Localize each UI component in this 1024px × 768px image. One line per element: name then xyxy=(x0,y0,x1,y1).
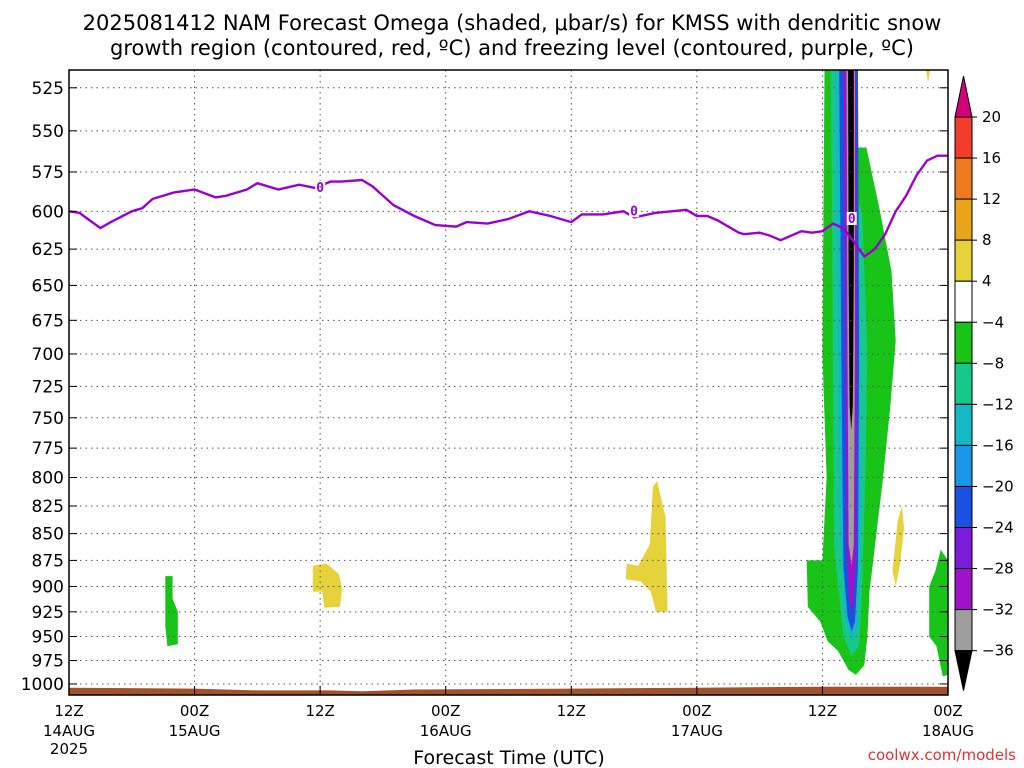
x-axis-title: Forecast Time (UTC) xyxy=(413,747,604,768)
x-tick-label: 00Z xyxy=(682,702,711,720)
y-tick-label: 1000 xyxy=(21,675,64,695)
colorbar-segment xyxy=(954,403,973,446)
chart-title-line-2: growth region (contoured, red, ºC) and f… xyxy=(110,36,914,60)
x-tick-year: 2025 xyxy=(50,740,88,758)
x-tick-date: 16AUG xyxy=(420,722,472,740)
freezing-level-line xyxy=(68,154,948,259)
x-tick-label: 00Z xyxy=(431,702,460,720)
omega-region-16aug xyxy=(312,563,343,608)
colorbar-segment xyxy=(954,157,973,200)
colorbar-segment xyxy=(954,116,973,159)
x-tick-date: 14AUG xyxy=(43,722,95,740)
y-tick-label: 625 xyxy=(32,240,64,260)
omega-column-black xyxy=(848,70,854,430)
terrain xyxy=(69,686,948,695)
gridlines xyxy=(69,70,948,695)
colorbar-label: −4 xyxy=(982,313,1004,331)
y-tick-label: 825 xyxy=(32,497,64,517)
y-tick-label: 650 xyxy=(32,276,64,296)
chart-title-line-1: 2025081412 NAM Forecast Omega (shaded, μ… xyxy=(83,11,942,35)
colorbar-segment xyxy=(954,568,973,611)
y-tick-label: 975 xyxy=(32,652,64,672)
freezing-level-label: 0 xyxy=(316,181,324,196)
y-tick-label: 850 xyxy=(32,525,64,545)
plot-frame xyxy=(68,69,949,696)
colorbar-label: −20 xyxy=(982,477,1014,495)
colorbar-label: −24 xyxy=(982,519,1014,537)
credit-text[interactable]: coolwx.com/models xyxy=(868,746,1016,764)
colorbar-segment xyxy=(954,321,973,364)
freezing-level-label-bg xyxy=(629,204,640,218)
freezing-level-label: 0 xyxy=(630,204,638,219)
colorbar-bottom-arrow xyxy=(954,650,973,691)
colorbar-segment xyxy=(954,527,973,570)
y-tick-label: 775 xyxy=(32,439,64,459)
colorbar-label: −36 xyxy=(982,642,1014,660)
y-axis: 525 550 575 600 625 650 675 700 725 750 775 800 825 8… xyxy=(21,79,948,695)
x-tick-date: 17AUG xyxy=(671,722,723,740)
colorbar-label: 16 xyxy=(982,149,1001,167)
y-tick-label: 750 xyxy=(32,409,64,429)
x-tick-date: 15AUG xyxy=(169,722,221,740)
colorbar-segment xyxy=(954,198,973,241)
omega-region-top-right xyxy=(926,70,931,83)
colorbar-segment xyxy=(954,609,973,652)
omega-region-15aug xyxy=(165,576,178,647)
y-tick-label: 900 xyxy=(32,577,64,597)
colorbar-label: 12 xyxy=(982,190,1001,208)
y-tick-label: 575 xyxy=(32,163,64,183)
y-tick-label: 800 xyxy=(32,469,64,489)
colorbar-segment xyxy=(954,485,973,529)
x-tick-label: 12Z xyxy=(305,702,334,720)
colorbar-label: −32 xyxy=(982,601,1014,619)
colorbar-label: −28 xyxy=(982,560,1014,578)
x-tick-date: 18AUG xyxy=(922,722,974,740)
colorbar: 20 16 12 8 4 −4 −8 −12 −16 −20 −24 −28 −32 −36 xyxy=(954,75,1014,691)
y-tick-label: 925 xyxy=(32,603,64,623)
x-tick-label: 00Z xyxy=(180,702,209,720)
terrain-fill xyxy=(69,686,948,695)
omega-region-sliver xyxy=(892,506,904,587)
x-tick-label: 12Z xyxy=(557,702,586,720)
colorbar-label: 8 xyxy=(982,231,992,249)
x-tick-label: 12Z xyxy=(808,702,837,720)
colorbar-segment xyxy=(954,362,973,405)
freezing-level-label: 0 xyxy=(848,212,856,227)
colorbar-segment xyxy=(954,280,973,323)
y-tick-label: 550 xyxy=(32,122,64,142)
colorbar-segment xyxy=(954,239,973,282)
x-tick-label: 12Z xyxy=(54,702,83,720)
colorbar-segment xyxy=(954,444,973,487)
y-tick-label: 875 xyxy=(32,551,64,571)
y-tick-label: 700 xyxy=(32,345,64,365)
x-tick-label: 00Z xyxy=(933,702,962,720)
y-tick-label: 725 xyxy=(32,377,64,397)
freezing-level-label-bg xyxy=(315,180,326,194)
colorbar-top-arrow xyxy=(954,75,973,118)
colorbar-label: −16 xyxy=(982,436,1014,454)
y-tick-label: 600 xyxy=(32,202,64,222)
omega-shading xyxy=(165,70,948,677)
colorbar-label: −8 xyxy=(982,354,1004,372)
freezing-level-label-bg xyxy=(846,212,857,226)
plot-area xyxy=(69,70,948,695)
y-tick-label: 675 xyxy=(32,311,64,331)
colorbar-label: 20 xyxy=(982,108,1001,126)
y-tick-label: 950 xyxy=(32,628,64,648)
y-tick-label: 525 xyxy=(32,79,64,99)
omega-region-18aug xyxy=(929,549,948,677)
colorbar-label: 4 xyxy=(982,272,992,290)
colorbar-label: −12 xyxy=(982,395,1014,413)
omega-region-17aug xyxy=(625,481,668,612)
freezing-level-contour: 0 0 0 xyxy=(68,154,948,259)
